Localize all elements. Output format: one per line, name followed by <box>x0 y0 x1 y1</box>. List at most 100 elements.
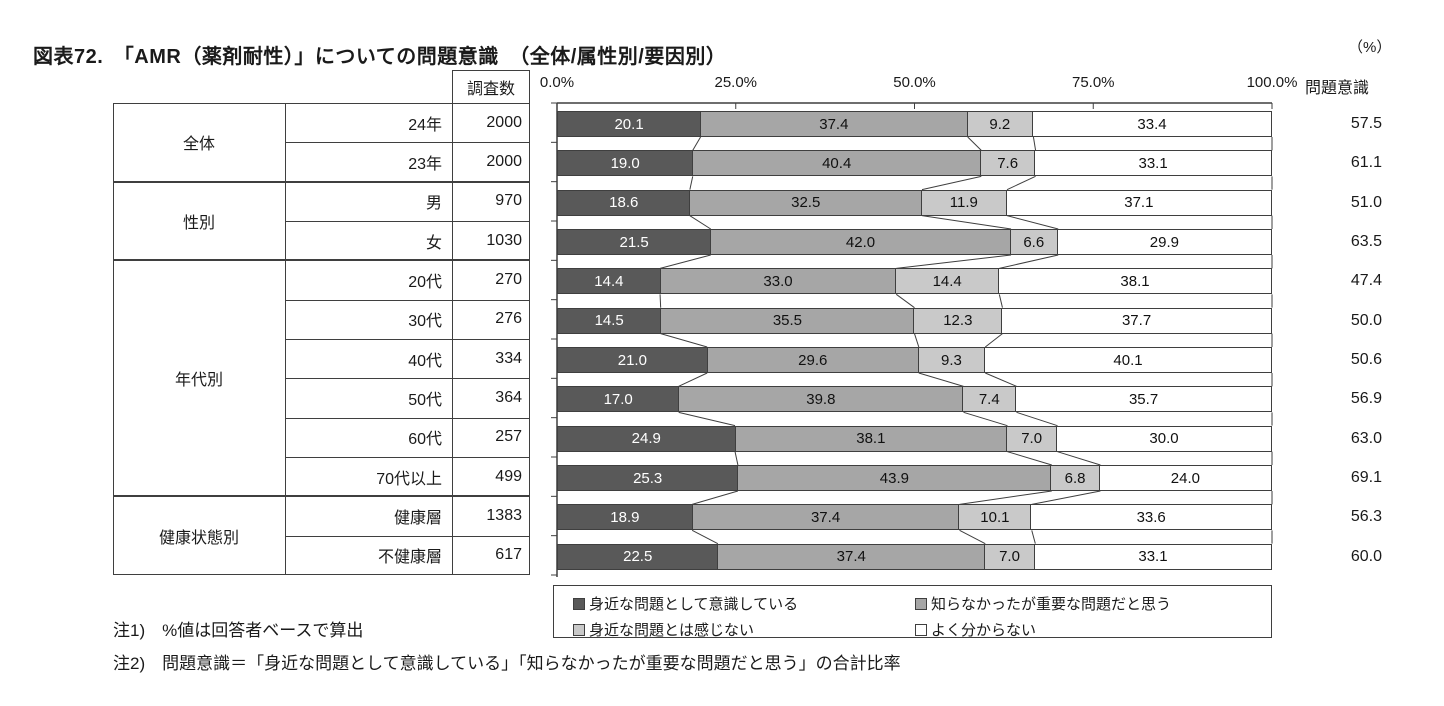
bar-segment-4: 33.4 <box>1033 112 1271 136</box>
bar-segment-4: 38.1 <box>999 269 1271 294</box>
series-connector-line <box>692 136 702 151</box>
series-connector-line <box>1006 175 1036 191</box>
series-connector-line <box>999 254 1059 269</box>
series-connector-line <box>959 529 986 545</box>
table-row-count: 257 <box>495 428 522 446</box>
table-row-count: 1030 <box>486 231 522 249</box>
table-row-label: 男 <box>425 195 442 213</box>
bar-segment-3: 7.0 <box>985 544 1035 569</box>
awareness-column-header: 問題意識 <box>1305 80 1370 97</box>
table-row-label: 不健康層 <box>377 549 442 567</box>
table-row-label: 24年 <box>408 116 442 134</box>
bar-segment-4: 37.7 <box>1002 308 1271 333</box>
bar-segment-3: 12.3 <box>914 308 1003 333</box>
awareness-value: 63.5 <box>1350 233 1382 250</box>
bar-segment-4: 40.1 <box>985 348 1271 372</box>
bar-segment-2: 35.5 <box>661 308 915 333</box>
legend-item: 身近な問題として意識している <box>573 593 798 614</box>
awareness-value: 47.4 <box>1350 272 1382 290</box>
x-axis-tick-label: 50.0% <box>893 74 936 91</box>
table-group-divider <box>113 259 530 262</box>
awareness-value: 56.3 <box>1350 508 1382 526</box>
table-row-count: 334 <box>495 349 522 367</box>
series-connector-line <box>998 294 1003 308</box>
series-connector-line <box>1007 451 1052 466</box>
bar-segment-3: 7.6 <box>981 151 1036 176</box>
series-connector-line <box>660 333 708 348</box>
series-connector-line <box>963 411 1008 427</box>
bar-segment-4: 33.1 <box>1034 544 1271 569</box>
table-group-label: 性別 <box>182 214 215 232</box>
stacked-bar-row: 14.5 35.5 12.3 37.7 <box>557 307 1272 334</box>
awareness-value: 57.5 <box>1350 115 1382 132</box>
stacked-bar-row: 21.0 29.6 9.3 40.1 <box>557 347 1272 373</box>
unit-label: （%） <box>1348 39 1392 56</box>
bar-segment-4: 33.6 <box>1031 505 1271 530</box>
stacked-bar-row: 19.0 40.4 7.6 33.1 <box>557 150 1272 177</box>
bar-segment-4: 24.0 <box>1099 466 1271 490</box>
bar-segment-1: 18.9 <box>558 505 693 530</box>
awareness-value: 50.6 <box>1350 351 1382 368</box>
x-axis-tick-label: 100.0% <box>1246 74 1298 91</box>
table-row-label: 健康層 <box>393 509 442 527</box>
note-2: 注2) 問題意識＝「身近な問題として意識している」「知らなかったが重要な問題だと… <box>113 654 901 673</box>
series-connector-line <box>1031 530 1036 544</box>
table-row-divider <box>285 457 530 458</box>
series-connector-line <box>914 333 920 348</box>
series-connector-line <box>689 215 711 230</box>
bar-segment-2: 39.8 <box>679 387 964 412</box>
stacked-bar-row: 25.3 43.9 6.8 24.0 <box>557 465 1272 491</box>
stacked-bar-row: 17.0 39.8 7.4 35.7 <box>557 386 1272 413</box>
awareness-value: 60.0 <box>1350 547 1382 565</box>
table-row-count: 970 <box>495 192 522 210</box>
bar-segment-4: 29.9 <box>1057 230 1271 254</box>
bar-segment-2: 37.4 <box>718 544 986 569</box>
bar-segment-2: 33.0 <box>660 269 897 294</box>
table-row-label: 20代 <box>408 273 442 291</box>
series-connector-line <box>659 254 711 269</box>
legend-swatch-icon <box>573 597 585 610</box>
figure-title: 図表72. 「AMR（薬剤耐性）」についての問題意識 （全体/属性別/要因別） <box>33 46 727 68</box>
series-connector-line <box>691 529 719 545</box>
bar-segment-3: 6.8 <box>1051 466 1100 490</box>
awareness-value: 56.9 <box>1350 390 1382 408</box>
table-row-count: 617 <box>495 546 522 564</box>
table-row-count: 364 <box>495 388 522 406</box>
table-row-count: 499 <box>495 467 522 485</box>
stacked-bar-row: 20.1 37.4 9.2 33.4 <box>557 111 1272 137</box>
bar-segment-2: 32.5 <box>690 190 922 215</box>
table-row-label: 女 <box>425 234 442 252</box>
survey-count-header: 調査数 <box>452 70 530 104</box>
series-connector-line <box>967 136 982 151</box>
legend-label: よく分からない <box>931 622 1037 639</box>
bar-segment-2: 40.4 <box>693 151 982 176</box>
note-1: 注1) %値は回答者ベースで算出 <box>113 621 364 640</box>
legend-label: 身近な問題とは感じない <box>589 622 755 639</box>
series-connector-line <box>1057 451 1101 466</box>
series-connector-line <box>659 294 662 308</box>
stacked-bar-row: 24.9 38.1 7.0 30.0 <box>557 425 1272 452</box>
series-connector-line <box>959 490 1052 505</box>
series-connector-line <box>921 215 1012 230</box>
x-axis-tick-label: 0.0% <box>539 74 575 91</box>
bar-segment-4: 35.7 <box>1016 387 1271 412</box>
table-row-divider <box>285 221 530 222</box>
awareness-value: 61.1 <box>1350 154 1382 172</box>
table-row-divider <box>285 142 530 144</box>
table-row-count: 1383 <box>486 506 522 524</box>
bar-segment-3: 14.4 <box>896 269 1000 294</box>
awareness-value: 51.0 <box>1350 193 1382 211</box>
table-group-divider <box>113 495 530 498</box>
table-row-divider <box>285 378 530 380</box>
bar-segment-2: 42.0 <box>711 230 1011 254</box>
series-connector-line <box>985 372 1017 387</box>
bar-segment-1: 25.3 <box>558 466 739 490</box>
table-group-label: 年代別 <box>174 372 223 390</box>
bar-segment-4: 33.1 <box>1035 151 1271 176</box>
table-row-label: 40代 <box>408 352 442 370</box>
series-connector-line <box>678 372 708 387</box>
bar-segment-2: 29.6 <box>707 348 919 372</box>
series-connector-line <box>691 490 739 505</box>
series-connector-line <box>1032 136 1037 151</box>
